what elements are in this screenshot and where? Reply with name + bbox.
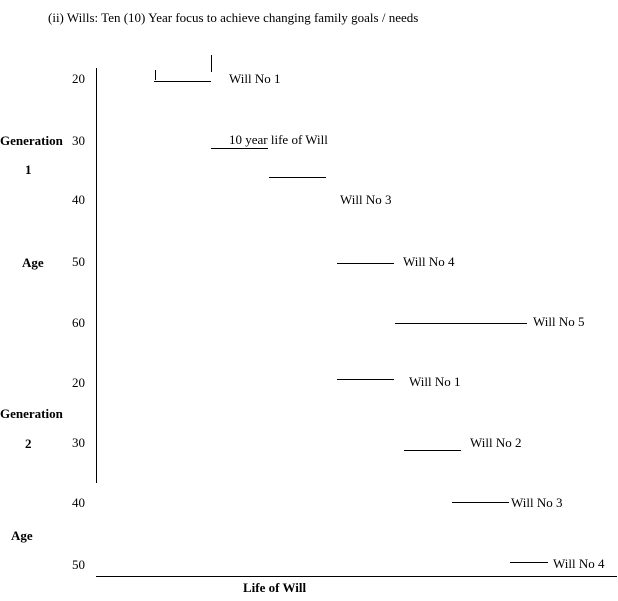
age-tick: 60 [72, 315, 85, 330]
g2-will-3-label: Will No 3 [511, 495, 563, 510]
age-tick: 40 [72, 495, 85, 510]
g1-will-3-line [269, 177, 326, 178]
g2-will-3-line [452, 502, 509, 503]
g1-will-4-line [337, 263, 394, 264]
g1-will-4-label: Will No 4 [403, 254, 455, 269]
g2-will-4-line [510, 562, 548, 563]
age-tick: 40 [72, 192, 85, 207]
x-axis-line [96, 576, 617, 577]
age-tick: 50 [72, 557, 85, 572]
will-1-end-tick [211, 55, 212, 72]
g1-will-1-label: Will No 1 [229, 71, 281, 86]
y-axis-line [96, 68, 97, 483]
g2-will-2-label: Will No 2 [470, 435, 522, 450]
will-1-start-tick [155, 70, 156, 80]
diagram-title: (ii) Wills: Ten (10) Year focus to achie… [48, 10, 419, 25]
g1-will-3-label: Will No 3 [340, 192, 392, 207]
g2-will-4-label: Will No 4 [553, 556, 605, 571]
age-tick: 20 [72, 375, 85, 390]
generation-1-number: 1 [25, 162, 32, 177]
generation-2-number: 2 [25, 436, 32, 451]
generation-1-age-label: Age [22, 255, 44, 270]
age-tick: 50 [72, 254, 85, 269]
g2-will-2-line [404, 450, 461, 451]
g1-will-2-line [211, 148, 268, 149]
generation-1-label: Generation [0, 133, 63, 148]
g1-will-5-line [395, 323, 527, 324]
age-tick: 30 [72, 435, 85, 450]
g1-will-5-label: Will No 5 [533, 314, 585, 329]
generation-2-label: Generation [0, 406, 63, 421]
g1-will-2-label: 10 year life of Will [229, 132, 328, 147]
age-tick: 30 [72, 133, 85, 148]
x-axis-label: Life of Will [243, 580, 307, 595]
age-tick: 20 [72, 71, 85, 86]
g2-will-1-label: Will No 1 [409, 374, 461, 389]
g1-will-1-line [154, 81, 211, 82]
g2-will-1-line [337, 379, 394, 380]
generation-2-age-label: Age [11, 528, 33, 543]
